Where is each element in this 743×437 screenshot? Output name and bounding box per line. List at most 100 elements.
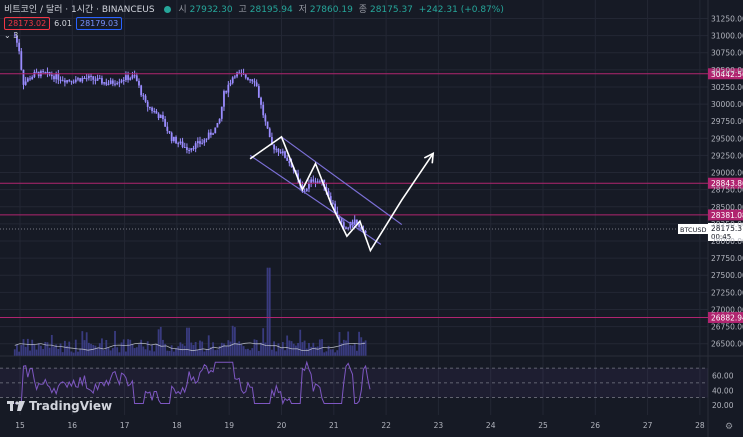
candle-body bbox=[303, 191, 306, 193]
volume-bar bbox=[68, 341, 71, 356]
candle-body bbox=[194, 143, 197, 149]
candle-body bbox=[249, 79, 252, 81]
volume-bar bbox=[44, 341, 47, 356]
settings-gear-icon[interactable]: ⚙ bbox=[725, 422, 733, 432]
last-price-label: 28175.37 bbox=[711, 224, 743, 233]
candle-body bbox=[44, 72, 47, 74]
volume-average-line bbox=[14, 342, 366, 352]
volume-bar bbox=[227, 340, 230, 356]
volume-bar bbox=[345, 340, 347, 356]
candle-body bbox=[336, 211, 339, 217]
candle-body bbox=[220, 106, 223, 119]
volume-bar bbox=[85, 332, 88, 356]
time-tick-label: 15 bbox=[15, 421, 25, 430]
volume-bar bbox=[127, 339, 129, 356]
price-tick-label: 29500.00 bbox=[711, 134, 743, 143]
candle-body bbox=[135, 75, 138, 81]
price-tick-label: 30750.00 bbox=[711, 49, 743, 58]
candle-body bbox=[114, 83, 116, 85]
candle-body bbox=[81, 78, 84, 82]
time-tick-label: 22 bbox=[381, 421, 391, 430]
price-tick-label: 28500.00 bbox=[711, 203, 743, 212]
candle-body bbox=[94, 79, 97, 81]
ask-button[interactable]: 28179.03 bbox=[75, 17, 123, 30]
volume-bar bbox=[353, 343, 356, 356]
symbol-tag-label: BTCUSD bbox=[680, 226, 706, 234]
candle-body bbox=[201, 142, 204, 144]
candle-body bbox=[90, 75, 92, 77]
price-tick-label: 27000.00 bbox=[711, 305, 743, 314]
high-label: 고 bbox=[238, 5, 247, 15]
candle-body bbox=[251, 79, 254, 82]
candle-body bbox=[236, 72, 238, 77]
volume-bar bbox=[257, 350, 260, 356]
tradingview-logo[interactable]: TradingView bbox=[7, 399, 112, 413]
volume-bar bbox=[194, 341, 197, 356]
volume-bar bbox=[318, 339, 321, 356]
volume-bar bbox=[364, 340, 367, 356]
candle-body bbox=[109, 80, 112, 85]
price-tick-label: 28750.00 bbox=[711, 186, 743, 195]
rsi-tick-label: 20.00 bbox=[712, 401, 734, 410]
volume-bar bbox=[144, 349, 147, 356]
volume-bar bbox=[284, 350, 286, 356]
volume-bar bbox=[66, 345, 68, 356]
volume-bar bbox=[46, 342, 49, 356]
price-tick-label: 29750.00 bbox=[711, 117, 743, 126]
volume-bar bbox=[249, 350, 252, 356]
volume-bar bbox=[233, 327, 236, 356]
volume-bar bbox=[79, 348, 82, 356]
rsi-panel: 60.00 40.00 20.00 bbox=[0, 360, 734, 410]
volume-bar bbox=[53, 346, 55, 356]
volume-bar bbox=[40, 345, 42, 356]
volume-bar bbox=[109, 350, 112, 356]
candle-body bbox=[107, 84, 110, 86]
volume-bar bbox=[13, 349, 16, 356]
candle-body bbox=[351, 221, 354, 225]
price-tick-label: 30500.00 bbox=[711, 66, 743, 75]
candle-body bbox=[225, 91, 228, 93]
rsi-line bbox=[14, 360, 371, 406]
price-tick-label: 27500.00 bbox=[711, 271, 743, 280]
candle-body bbox=[29, 78, 31, 80]
candle-body bbox=[271, 137, 273, 145]
candle-body bbox=[50, 74, 53, 77]
candle-body bbox=[231, 77, 234, 83]
candle-body bbox=[153, 110, 156, 112]
price-tick-label: 29000.00 bbox=[711, 169, 743, 178]
volume-bar bbox=[24, 346, 27, 356]
arrow-head bbox=[423, 151, 435, 164]
volume-bar bbox=[314, 347, 317, 356]
bid-button[interactable]: 28173.02 bbox=[4, 17, 51, 30]
volume-bar bbox=[146, 341, 149, 356]
volume-bar bbox=[81, 331, 84, 356]
candle-body bbox=[181, 141, 184, 147]
price-level-label: 26882.94 bbox=[711, 313, 743, 322]
candle-body bbox=[255, 82, 258, 87]
volume-bar bbox=[122, 339, 125, 356]
candle-body bbox=[111, 80, 114, 84]
candle-body bbox=[18, 42, 21, 52]
volume-bar bbox=[196, 349, 199, 356]
volume-bar bbox=[155, 344, 158, 356]
volume-bar bbox=[31, 339, 34, 356]
candle-body bbox=[229, 82, 232, 85]
volume-bar bbox=[22, 339, 25, 356]
symbol-title[interactable]: 비트코인 / 달러 · 1시간 · BINANCEUS bbox=[4, 5, 155, 15]
candle-body bbox=[358, 223, 360, 227]
volume-bar bbox=[286, 335, 289, 356]
volume-bar bbox=[336, 350, 339, 356]
candle-body bbox=[116, 83, 119, 85]
candle-body bbox=[57, 73, 60, 80]
volume-bar bbox=[279, 348, 282, 356]
candle-body bbox=[129, 78, 132, 80]
indicator-toggle[interactable]: ⌄ 3 bbox=[4, 31, 18, 40]
volume-bar bbox=[153, 351, 156, 356]
volume-bar bbox=[114, 330, 116, 356]
candle-body bbox=[59, 79, 62, 81]
volume-bar bbox=[72, 352, 75, 356]
volume-bar bbox=[186, 327, 188, 356]
volume-bar bbox=[190, 342, 193, 356]
